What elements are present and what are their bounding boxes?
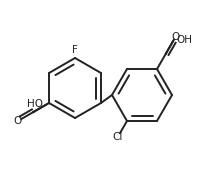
Text: OH: OH — [176, 35, 192, 45]
Text: HO: HO — [27, 99, 43, 109]
Text: O: O — [14, 116, 22, 126]
Text: F: F — [72, 45, 78, 55]
Text: O: O — [171, 32, 180, 42]
Text: Cl: Cl — [113, 132, 123, 142]
